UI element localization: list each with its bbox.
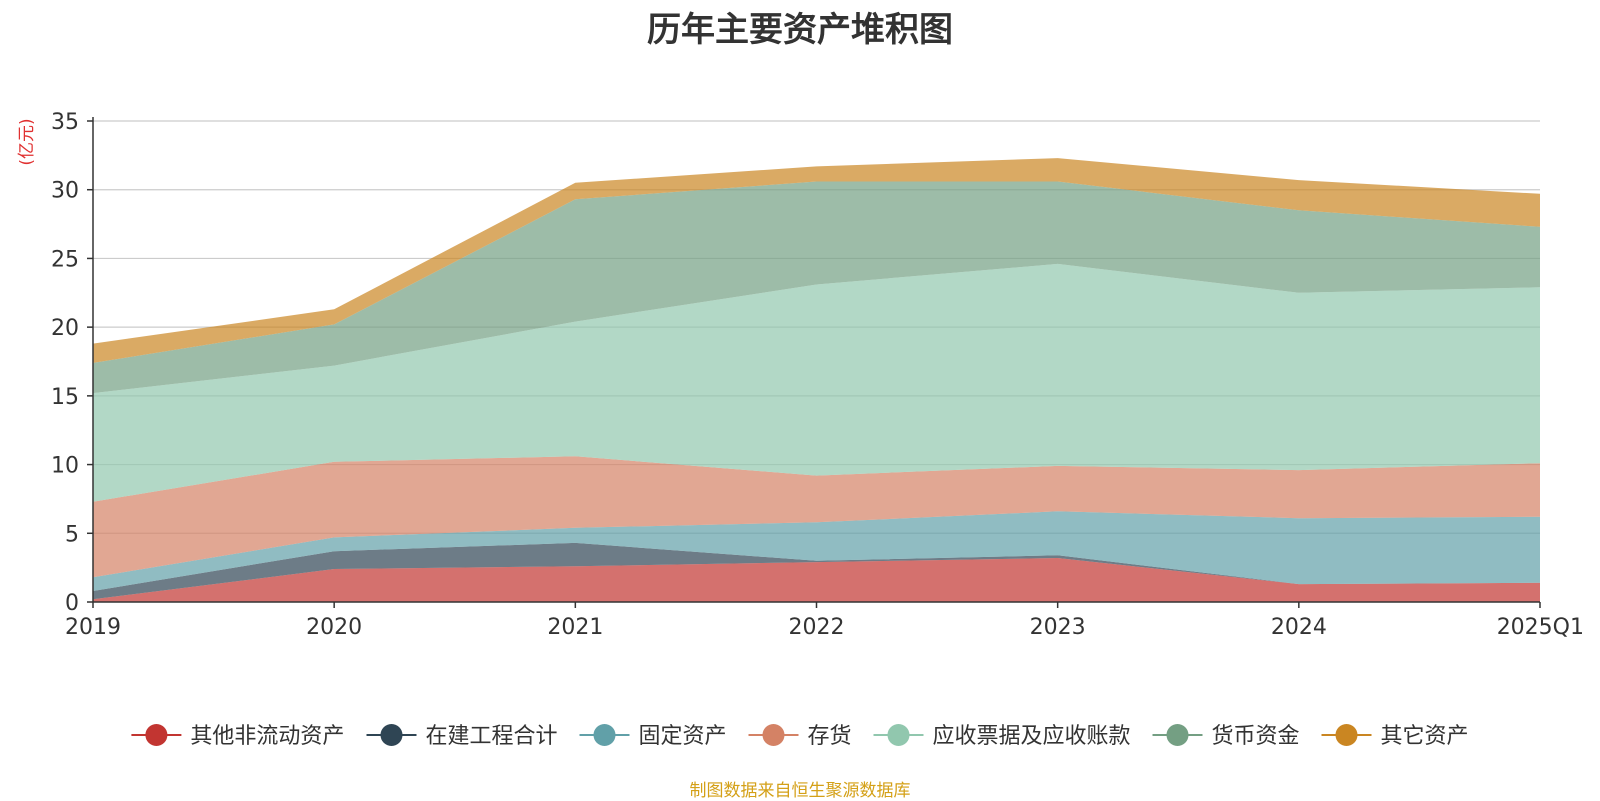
y-axis-unit: (亿元) [17,118,37,165]
area-series-4 [93,263,1540,502]
legend-item-1[interactable]: 在建工程合计 [366,724,558,749]
legend-item-5[interactable]: 货币资金 [1152,724,1300,749]
legend-marker [145,724,168,746]
legend-label: 货币资金 [1212,724,1300,749]
y-tick-label: 35 [51,110,79,135]
legend-marker [380,724,403,746]
legend-item-4[interactable]: 应收票据及应收账款 [873,724,1131,749]
legend-marker [1335,724,1358,746]
y-tick-label: 15 [51,385,79,410]
area-series-3 [93,456,1540,578]
legend-label: 应收票据及应收账款 [933,724,1131,749]
x-tick-label: 2021 [547,615,603,640]
x-tick-label: 2022 [789,615,845,640]
legend-item-2[interactable]: 固定资产 [579,724,727,749]
legend-label: 固定资产 [639,724,727,749]
area-series-1 [93,542,1540,600]
legend[interactable]: 其他非流动资产 在建工程合计 固定资产 存货 应收票据及应收账款 货币资金 其它资产 [131,724,1469,749]
y-tick-label: 5 [65,522,79,547]
legend-label: 其它资产 [1381,724,1469,749]
legend-item-3[interactable]: 存货 [748,724,852,749]
x-tick-label: 2024 [1271,615,1327,640]
x-tick-label: 2020 [306,615,362,640]
y-tick-label: 20 [51,316,79,341]
x-tick-label: 2025Q1 [1497,615,1584,640]
y-tick-label: 25 [51,247,79,272]
legend-marker [887,724,910,746]
legend-marker [762,724,785,746]
area-series-5 [93,181,1540,394]
y-tick-label: 10 [51,454,79,479]
legend-item-6[interactable]: 其它资产 [1321,724,1469,749]
legend-item-0[interactable]: 其他非流动资产 [131,724,344,749]
area-series-0 [93,558,1540,602]
legend-label: 存货 [808,724,852,749]
data-source-note: 制图数据来自恒生聚源数据库 [689,781,911,801]
y-tick-label: 30 [51,179,79,204]
area-series-2 [93,511,1540,591]
x-tick-label: 2023 [1030,615,1086,640]
area-series [93,158,1540,602]
y-tick-label: 0 [65,591,79,616]
axes: 0 5 10 15 20 25 30 35 2019 2020 2021 2022 2023 2024 20… [51,110,1584,640]
legend-label: 其他非流动资产 [190,724,344,749]
x-tick-label: 2019 [65,615,121,640]
legend-marker [593,724,616,746]
legend-label: 在建工程合计 [426,724,558,749]
chart-title: 历年主要资产堆积图 [647,10,953,50]
legend-marker [1166,724,1189,746]
